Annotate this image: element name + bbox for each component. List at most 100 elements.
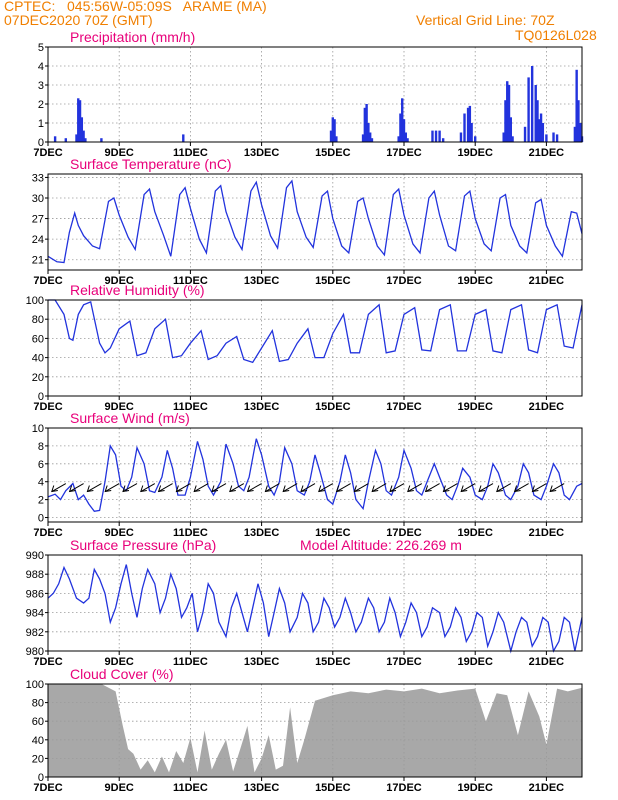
precip-bar bbox=[431, 130, 434, 142]
precip-bar bbox=[335, 136, 338, 142]
precip-bar bbox=[536, 100, 539, 142]
wind-arrow-head bbox=[318, 485, 325, 493]
wind-arrow-head bbox=[246, 485, 254, 493]
model-label: TQ0126L028 bbox=[515, 27, 597, 43]
wind-line bbox=[47, 438, 583, 513]
wind-arrow bbox=[247, 483, 262, 492]
panel-frame bbox=[47, 683, 583, 778]
cloud-cover-area bbox=[48, 684, 582, 777]
precip-bar bbox=[397, 136, 400, 142]
precip-bar bbox=[463, 113, 466, 142]
y-tick-label: 0 bbox=[38, 513, 44, 525]
x-tick-label: 19DEC bbox=[457, 401, 493, 413]
wind-arrow-head bbox=[513, 485, 521, 493]
x-tick-label: 19DEC bbox=[457, 147, 493, 159]
precip-bar bbox=[100, 138, 103, 142]
y-tick-label: 21 bbox=[32, 255, 44, 267]
precip-bar bbox=[84, 138, 87, 142]
panel-title: Surface Pressure (hPa) bbox=[70, 537, 216, 553]
y-tick-label: 0 bbox=[38, 391, 44, 403]
x-tick-label: 9DEC bbox=[105, 782, 134, 794]
x-tick-label: 7DEC bbox=[33, 656, 62, 668]
precip-bar bbox=[507, 85, 511, 142]
x-tick-label: 9DEC bbox=[105, 147, 134, 159]
precip-bar bbox=[527, 77, 530, 142]
x-tick-label: 17DEC bbox=[386, 147, 422, 159]
wind-arrow bbox=[318, 483, 334, 492]
wind-arrow-head bbox=[371, 485, 379, 493]
y-tick-label: 20 bbox=[32, 372, 44, 384]
precip-bar bbox=[80, 117, 84, 142]
x-tick-label: 21DEC bbox=[529, 275, 565, 287]
panel-title: Surface Wind (m/s) bbox=[70, 410, 190, 426]
x-tick-label: 21DEC bbox=[529, 782, 565, 794]
x-tick-label: 9DEC bbox=[105, 656, 134, 668]
precip-bar bbox=[459, 132, 463, 142]
x-tick-label: 11DEC bbox=[173, 527, 208, 539]
wind-arrow-head bbox=[229, 485, 236, 493]
grid-line-label: Vertical Grid Line: 70Z bbox=[416, 12, 555, 28]
panel-frame bbox=[47, 299, 583, 397]
precip-bar bbox=[82, 130, 85, 142]
x-tick-label: 19DEC bbox=[457, 275, 493, 287]
precip-bar bbox=[75, 134, 78, 142]
wind-arrow-head bbox=[478, 485, 486, 493]
precip-bar bbox=[509, 117, 512, 142]
wind-arrow bbox=[407, 483, 423, 492]
wind-arrow-head bbox=[442, 485, 450, 493]
x-tick-label: 19DEC bbox=[457, 527, 493, 539]
panel-title: Cloud Cover (%) bbox=[70, 666, 173, 682]
y-tick-label: 20 bbox=[32, 753, 44, 765]
wind-arrow-head bbox=[104, 485, 112, 493]
precip-bar bbox=[402, 119, 406, 142]
wind-arrow bbox=[371, 483, 387, 492]
precip-bar bbox=[575, 69, 578, 142]
panel-frame bbox=[47, 46, 583, 143]
panel-subtitle: Model Altitude: 226.269 m bbox=[300, 537, 462, 553]
x-tick-label: 21DEC bbox=[529, 527, 565, 539]
precip-bar bbox=[399, 113, 402, 142]
x-tick-label: 9DEC bbox=[105, 527, 134, 539]
precip-bar bbox=[573, 126, 577, 142]
wind-arrow-head bbox=[389, 485, 397, 493]
x-tick-label: 11DEC bbox=[173, 782, 208, 794]
precip-bar bbox=[361, 134, 365, 142]
wind-arrow bbox=[532, 483, 547, 492]
y-tick-label: 27 bbox=[32, 214, 44, 226]
x-tick-label: 9DEC bbox=[105, 275, 134, 287]
wind-arrow-head bbox=[86, 485, 94, 493]
y-tick-label: 60 bbox=[32, 333, 44, 345]
wind-arrow-head bbox=[424, 485, 432, 493]
precip-bar bbox=[538, 119, 541, 142]
x-tick-label: 9DEC bbox=[105, 401, 134, 413]
wind-arrow bbox=[282, 483, 298, 492]
wind-arrow-head bbox=[122, 485, 130, 493]
x-tick-label: 11DEC bbox=[173, 656, 208, 668]
x-tick-label: 17DEC bbox=[386, 401, 422, 413]
y-tick-label: 4 bbox=[38, 477, 44, 489]
wind-arrow bbox=[425, 483, 440, 492]
precip-bar bbox=[534, 85, 537, 142]
precip-bar bbox=[78, 100, 82, 142]
y-tick-label: 10 bbox=[32, 423, 44, 435]
wind-arrow bbox=[300, 483, 316, 492]
precip-bar bbox=[329, 130, 333, 142]
wind-arrow-head bbox=[193, 485, 201, 493]
wind-arrow bbox=[336, 483, 351, 492]
panel-frame bbox=[47, 427, 583, 523]
wind-arrow-head bbox=[353, 485, 361, 493]
x-tick-label: 7DEC bbox=[33, 275, 62, 287]
wind-arrow bbox=[69, 483, 84, 492]
precip-bar bbox=[331, 117, 334, 142]
y-tick-label: 100 bbox=[26, 295, 44, 307]
y-tick-label: 986 bbox=[26, 588, 44, 600]
precip-bar bbox=[434, 130, 438, 142]
precip-bar bbox=[539, 113, 543, 142]
wind-arrow bbox=[514, 483, 529, 492]
x-tick-label: 15DEC bbox=[315, 401, 351, 413]
wind-arrow-head bbox=[300, 485, 308, 493]
wind-arrow bbox=[176, 483, 191, 492]
x-tick-label: 13DEC bbox=[244, 527, 280, 539]
wind-arrow bbox=[354, 483, 369, 492]
y-tick-label: 2 bbox=[38, 99, 44, 111]
